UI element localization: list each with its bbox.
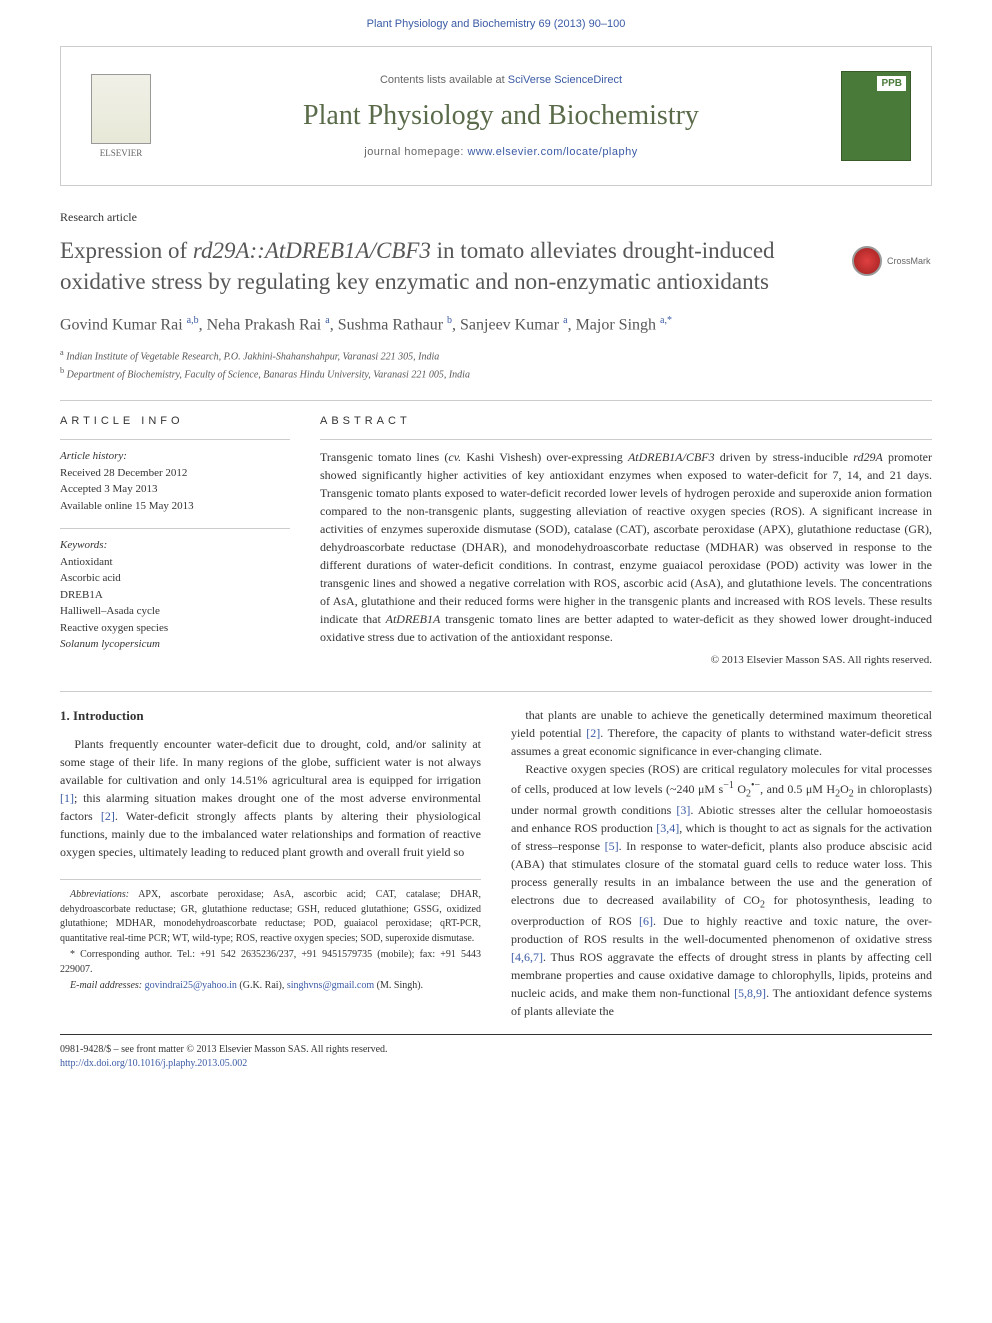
intro-para-2: Reactive oxygen species (ROS) are critic… (511, 760, 932, 1021)
article-title: Expression of rd29A::AtDREB1A/CBF3 in to… (0, 235, 992, 297)
column-left: 1. Introduction Plants frequently encoun… (60, 706, 481, 1021)
intro-para-cont: that plants are unable to achieve the ge… (511, 706, 932, 760)
elsevier-logo: ELSEVIER (81, 66, 161, 166)
keyword: Halliwell–Asada cycle (60, 603, 290, 620)
citation-text: Plant Physiology and Biochemistry 69 (20… (367, 18, 626, 30)
homepage-prefix: journal homepage: (364, 146, 467, 158)
keyword: Antioxidant (60, 554, 290, 571)
divider-top (60, 400, 932, 401)
intro-para-1: Plants frequently encounter water-defici… (60, 735, 481, 861)
elsevier-tree-icon (91, 74, 151, 144)
affiliation-a-text: Indian Institute of Vegetable Research, … (66, 352, 439, 363)
doi-block: 0981-9428/$ – see front matter © 2013 El… (60, 1034, 932, 1091)
contents-line: Contents lists available at SciVerse Sci… (161, 74, 841, 86)
doi-link[interactable]: http://dx.doi.org/10.1016/j.plaphy.2013.… (60, 1058, 247, 1069)
email-addresses: E-mail addresses: govindrai25@yahoo.in (… (60, 979, 481, 994)
running-header: Plant Physiology and Biochemistry 69 (20… (0, 0, 992, 38)
title-text: Expression of rd29A::AtDREB1A/CBF3 in to… (60, 238, 775, 294)
homepage-link[interactable]: www.elsevier.com/locate/plaphy (467, 146, 637, 158)
history-label: Article history: (60, 448, 290, 465)
abstract-col: ABSTRACT Transgenic tomato lines (cv. Ka… (320, 415, 932, 667)
affiliation-a: a Indian Institute of Vegetable Research… (60, 347, 932, 364)
article-info-heading: ARTICLE INFO (60, 415, 290, 427)
abstract-heading: ABSTRACT (320, 415, 932, 427)
crossmark-label: CrossMark (887, 255, 931, 267)
online-date: Available online 15 May 2013 (60, 498, 290, 515)
banner-center: Contents lists available at SciVerse Sci… (161, 74, 841, 158)
keyword: Solanum lycopersicum (60, 636, 290, 653)
keywords-label: Keywords: (60, 537, 290, 554)
accepted-date: Accepted 3 May 2013 (60, 481, 290, 498)
article-type: Research article (0, 210, 992, 225)
keyword: Ascorbic acid (60, 570, 290, 587)
sciencedirect-link[interactable]: SciVerse ScienceDirect (508, 74, 622, 86)
footnotes-block: Abbreviations: APX, ascorbate peroxidase… (60, 879, 481, 994)
column-right: that plants are unable to achieve the ge… (511, 706, 932, 1021)
body-columns: 1. Introduction Plants frequently encoun… (0, 706, 992, 1021)
abbreviations: Abbreviations: APX, ascorbate peroxidase… (60, 888, 481, 946)
cover-badge: PPB (877, 76, 906, 91)
keyword: Reactive oxygen species (60, 620, 290, 637)
info-abstract-row: ARTICLE INFO Article history: Received 2… (0, 415, 992, 667)
elsevier-label: ELSEVIER (100, 148, 143, 158)
article-info-col: ARTICLE INFO Article history: Received 2… (60, 415, 290, 667)
issn-line: 0981-9428/$ – see front matter © 2013 El… (60, 1043, 932, 1057)
crossmark-icon (852, 246, 882, 276)
affiliation-b: b Department of Biochemistry, Faculty of… (60, 365, 932, 382)
journal-name: Plant Physiology and Biochemistry (161, 100, 841, 132)
journal-cover-thumb: PPB (841, 71, 911, 161)
abstract-copyright: © 2013 Elsevier Masson SAS. All rights r… (320, 654, 932, 666)
history-block: Article history: Received 28 December 20… (60, 439, 290, 514)
intro-heading: 1. Introduction (60, 706, 481, 726)
divider-mid (60, 691, 932, 692)
affiliations: a Indian Institute of Vegetable Research… (0, 347, 992, 382)
journal-banner: ELSEVIER Contents lists available at Sci… (60, 46, 932, 186)
author-list: Govind Kumar Rai a,b, Neha Prakash Rai a… (0, 313, 992, 337)
corresponding-author: * Corresponding author. Tel.: +91 542 26… (60, 948, 481, 977)
keywords-block: Keywords: Antioxidant Ascorbic acid DREB… (60, 528, 290, 653)
affiliation-b-text: Department of Biochemistry, Faculty of S… (67, 369, 470, 380)
keyword: DREB1A (60, 587, 290, 604)
abstract-text: Transgenic tomato lines (cv. Kashi Vishe… (320, 439, 932, 646)
keywords-list: Antioxidant Ascorbic acid DREB1A Halliwe… (60, 554, 290, 653)
received-date: Received 28 December 2012 (60, 465, 290, 482)
contents-prefix: Contents lists available at (380, 74, 508, 86)
homepage-line: journal homepage: www.elsevier.com/locat… (161, 146, 841, 158)
crossmark-badge[interactable]: CrossMark (852, 241, 932, 281)
